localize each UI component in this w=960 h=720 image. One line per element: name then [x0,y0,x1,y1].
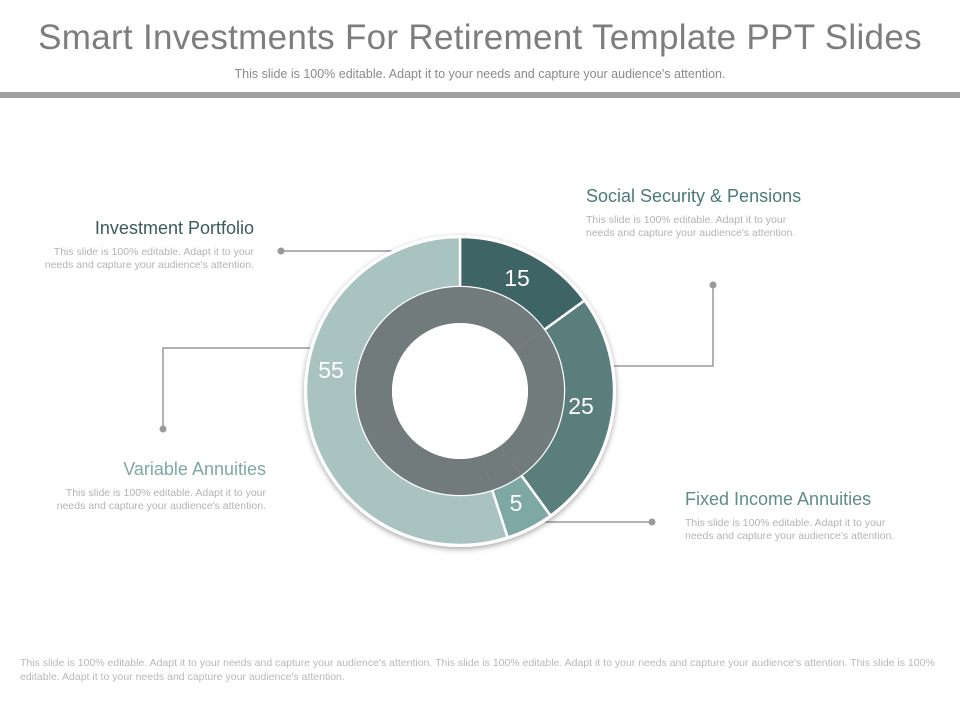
label-social-security: Social Security & Pensions This slide is… [586,186,846,240]
value-label-social-security-pensions: 15 [504,265,530,291]
inner-slice-social-security-pensions [460,287,545,352]
slide-title: Smart Investments For Retirement Templat… [38,18,922,57]
social-security-desc: This slide is 100% editable. Adapt it to… [586,214,796,239]
social-security-title: Social Security & Pensions [586,186,802,206]
investment-portfolio-desc: This slide is 100% editable. Adapt it to… [44,246,254,271]
inner-slice-variable-annuities [481,446,522,490]
label-investment-portfolio: Investment Portfolio This slide is 100% … [40,218,254,272]
fixed-income-desc: This slide is 100% editable. Adapt it to… [685,517,895,542]
connector-dot-fixed-income [648,518,656,526]
fixed-income-title: Fixed Income Annuities [685,489,872,509]
connector-dot-investment-portfolio [277,247,285,255]
value-label-investment-portfolio: 55 [318,357,344,383]
connector-social-security [610,286,714,367]
inner-slice-fixed-income-annuities [499,329,564,476]
doughnut-hole [392,323,528,459]
slide-subtitle: This slide is 100% editable. Adapt it to… [234,67,726,81]
label-variable-annuities: Variable Annuities This slide is 100% ed… [50,459,266,513]
connector-dot-variable-annuities [159,425,167,433]
inner-slice-investment-portfolio [356,287,493,496]
connector-dot-social-security [709,281,717,289]
value-label-fixed-income-annuities: 25 [568,393,594,419]
footer-text: This slide is 100% editable. Adapt it to… [20,657,935,683]
value-label-variable-annuities: 5 [510,490,523,516]
connector-variable-annuities [162,347,311,428]
inner-ring [356,287,564,496]
label-fixed-income: Fixed Income Annuities This slide is 100… [685,489,925,543]
variable-annuities-title: Variable Annuities [123,459,266,479]
outer-ring [304,235,616,547]
investment-portfolio-title: Investment Portfolio [94,218,254,238]
inner-band-shade [356,287,564,495]
title-divider [0,92,960,98]
connector-lines [159,247,717,526]
variable-annuities-desc: This slide is 100% editable. Adapt it to… [56,487,266,512]
